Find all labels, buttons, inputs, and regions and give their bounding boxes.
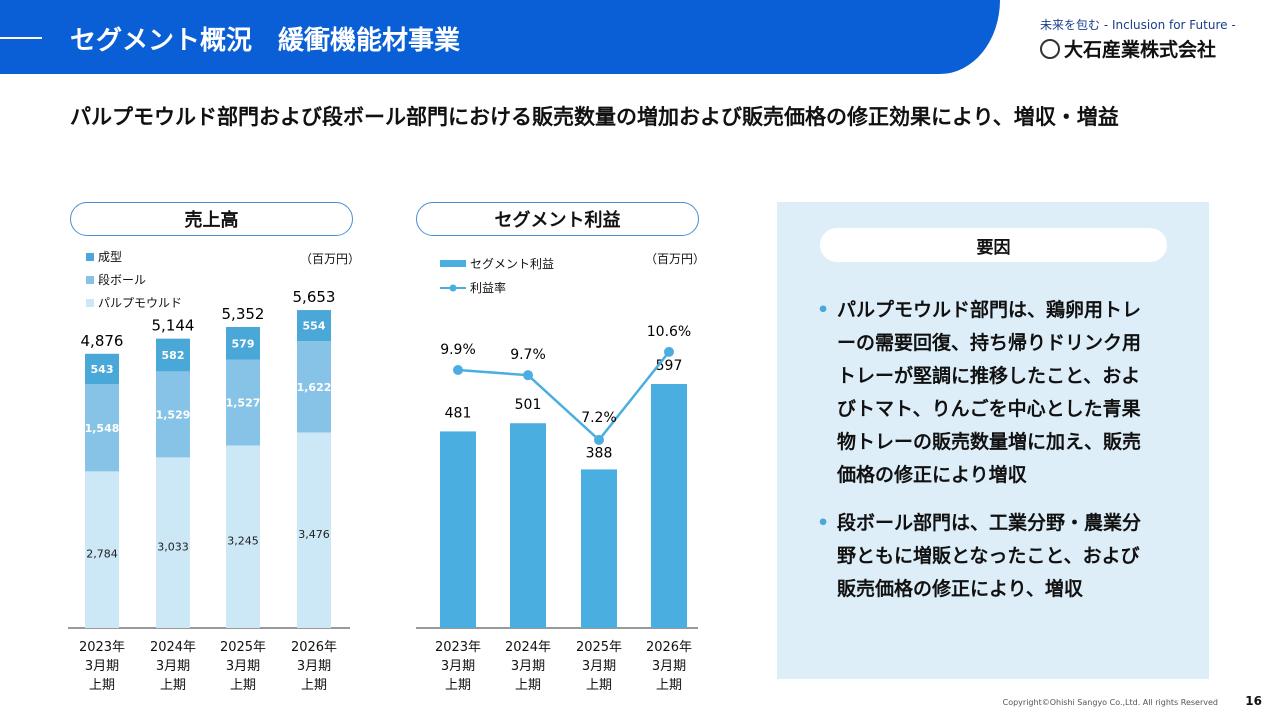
sales-bar-segment (85, 353, 119, 385)
profit-chart-title: セグメント利益 (416, 202, 699, 236)
sales-total-label: 5,144 (152, 317, 195, 335)
sales-bar-segment (156, 371, 190, 458)
legend-cardboard: 段ボール (86, 271, 146, 288)
sales-bar-segment (85, 471, 119, 628)
legend-segment-profit: セグメント利益 (440, 255, 554, 272)
profit-value-label: 597 (656, 358, 683, 374)
factors-title: 要因 (820, 228, 1167, 262)
sales-value-label: 3,476 (298, 528, 330, 541)
sales-bar-segment (226, 359, 260, 446)
sales-unit: （百万円） (300, 252, 361, 266)
profit-unit: （百万円） (645, 252, 706, 266)
profit-rate-point (664, 346, 674, 357)
legend-molding: 成型 (86, 248, 122, 265)
profit-value-label: 501 (515, 397, 542, 413)
sales-total-label: 5,653 (293, 288, 336, 306)
x-axis-label: 2025年 3月期 上期 (575, 640, 623, 693)
profit-bar (581, 469, 617, 628)
page-number: 16 (1245, 694, 1262, 708)
header-bar: セグメント概況 緩衝機能材事業 (0, 0, 1000, 74)
legend-profit-rate: 利益率 (440, 279, 506, 296)
sales-value-label: 3,245 (227, 535, 259, 548)
profit-rate-point (594, 434, 604, 445)
sales-value-label: 1,527 (226, 397, 261, 410)
sales-chart-title: 売上高 (70, 202, 353, 236)
sales-value-label: 582 (162, 349, 185, 362)
company-name: 大石産業株式会社 (1064, 39, 1217, 61)
factors-panel: 要因 • パルプモウルド部門は、鶏卵用トレーの需要回復、持ち帰りドリンク用トレーが… (777, 202, 1209, 679)
sales-value-label: 579 (232, 337, 255, 350)
profit-rate-point (523, 370, 533, 381)
factor-bullet-2: • 段ボール部門は、工業分野・農業分野ともに増販となったこと、および販売価格の修正… (817, 512, 1142, 600)
profit-bar (440, 431, 476, 628)
x-axis-label: 2023年 3月期 上期 (434, 640, 482, 693)
sales-bar-segment (297, 432, 331, 628)
sales-bar-segment (297, 310, 331, 342)
x-axis-label: 2024年 3月期 上期 (149, 640, 197, 693)
sales-value-label: 543 (91, 363, 114, 376)
sales-value-label: 554 (303, 320, 326, 333)
osk-mark-icon (1040, 38, 1060, 59)
page-title: セグメント概況 緩衝機能材事業 (70, 26, 461, 56)
legend-pulp: パルプモウルド (86, 294, 182, 311)
x-axis-label: 2026年 3月期 上期 (290, 640, 338, 693)
sales-total-label: 5,352 (222, 305, 265, 323)
copyright: Copyright©Ohishi Sangyo Co.,Ltd. All rig… (1002, 698, 1218, 707)
company-logo: 未来を包む - Inclusion for Future - 大石産業株式会社 (1040, 16, 1236, 62)
sales-bar-segment (85, 384, 119, 472)
profit-rate-label: 9.9% (440, 342, 476, 358)
profit-rate-label: 7.2% (581, 410, 617, 426)
x-axis-label: 2026年 3月期 上期 (645, 640, 693, 693)
profit-rate-label: 10.6% (647, 324, 691, 340)
sales-bar-segment (297, 341, 331, 433)
x-axis-label: 2025年 3月期 上期 (219, 640, 267, 693)
profit-rate-line (457, 351, 670, 442)
profit-rate-point (453, 365, 463, 375)
factor-bullet-1: • パルプモウルド部門は、鶏卵用トレーの需要回復、持ち帰りドリンク用トレーが堅調に… (817, 299, 1142, 486)
sales-bar-segment (156, 338, 190, 372)
profit-bar (510, 423, 546, 628)
sales-total-label: 4,876 (81, 332, 124, 350)
profit-value-label: 388 (586, 445, 613, 461)
profit-bar (651, 384, 687, 628)
sales-value-label: 1,622 (297, 381, 332, 394)
sales-value-label: 1,529 (156, 408, 191, 421)
sales-value-label: 2,784 (86, 548, 118, 561)
profit-rate-label: 9.7% (510, 347, 546, 363)
sales-value-label: 3,033 (157, 541, 189, 554)
profit-value-label: 481 (445, 405, 472, 421)
x-axis-label: 2024年 3月期 上期 (504, 640, 552, 693)
logo-tagline: 未来を包む - Inclusion for Future - (1040, 18, 1236, 32)
sales-bar-segment (156, 457, 190, 628)
sales-bar-segment (226, 445, 260, 628)
sales-bar-segment (226, 326, 260, 360)
sales-value-label: 1,548 (85, 422, 120, 435)
x-axis-label: 2023年 3月期 上期 (78, 640, 126, 693)
lead-text: パルプモウルド部門および段ボール部門における販売数量の増加および販売価格の修正効… (70, 105, 1119, 129)
header-line (0, 37, 42, 39)
